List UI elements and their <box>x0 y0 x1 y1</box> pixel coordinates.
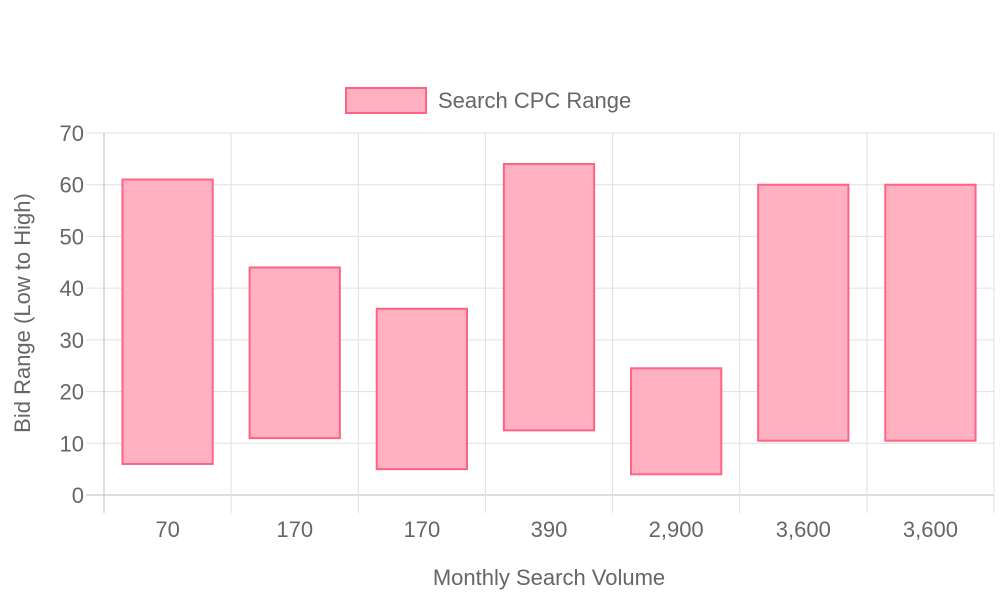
y-tick-label: 70 <box>60 121 84 146</box>
y-tick-label: 20 <box>60 380 84 405</box>
x-tick-label: 170 <box>276 517 313 542</box>
x-tick-label: 170 <box>403 517 440 542</box>
y-tick-label: 60 <box>60 173 84 198</box>
y-tick-label: 50 <box>60 224 84 249</box>
tick-labels: 0 10 20 30 40 50 60 70 70 170 170 390 2,900 3,600 3,60… <box>60 121 958 542</box>
x-tick-label: 70 <box>155 517 179 542</box>
range-bar[interactable] <box>248 266 341 440</box>
y-tick-label: 0 <box>72 483 84 508</box>
bars <box>121 163 977 476</box>
y-tick-label: 30 <box>60 328 84 353</box>
range-bar[interactable] <box>121 178 214 465</box>
range-bar[interactable] <box>375 307 468 471</box>
y-axis-title: Bid Range (Low to High) <box>10 193 35 433</box>
x-tick-label: 3,600 <box>776 517 831 542</box>
x-tick-label: 2,900 <box>649 517 704 542</box>
legend-swatch[interactable] <box>345 87 427 114</box>
range-bar[interactable] <box>502 163 596 432</box>
range-bar[interactable] <box>757 183 850 442</box>
legend-label[interactable]: Search CPC Range <box>438 88 631 113</box>
x-tick-label: 3,600 <box>903 517 958 542</box>
y-tick-label: 10 <box>60 431 84 456</box>
x-tick-label: 390 <box>531 517 568 542</box>
legend[interactable]: Search CPC Range <box>345 87 631 114</box>
range-bar[interactable] <box>630 367 723 476</box>
range-bar[interactable] <box>884 183 977 442</box>
y-tick-label: 40 <box>60 276 84 301</box>
x-axis-title: Monthly Search Volume <box>433 565 665 590</box>
